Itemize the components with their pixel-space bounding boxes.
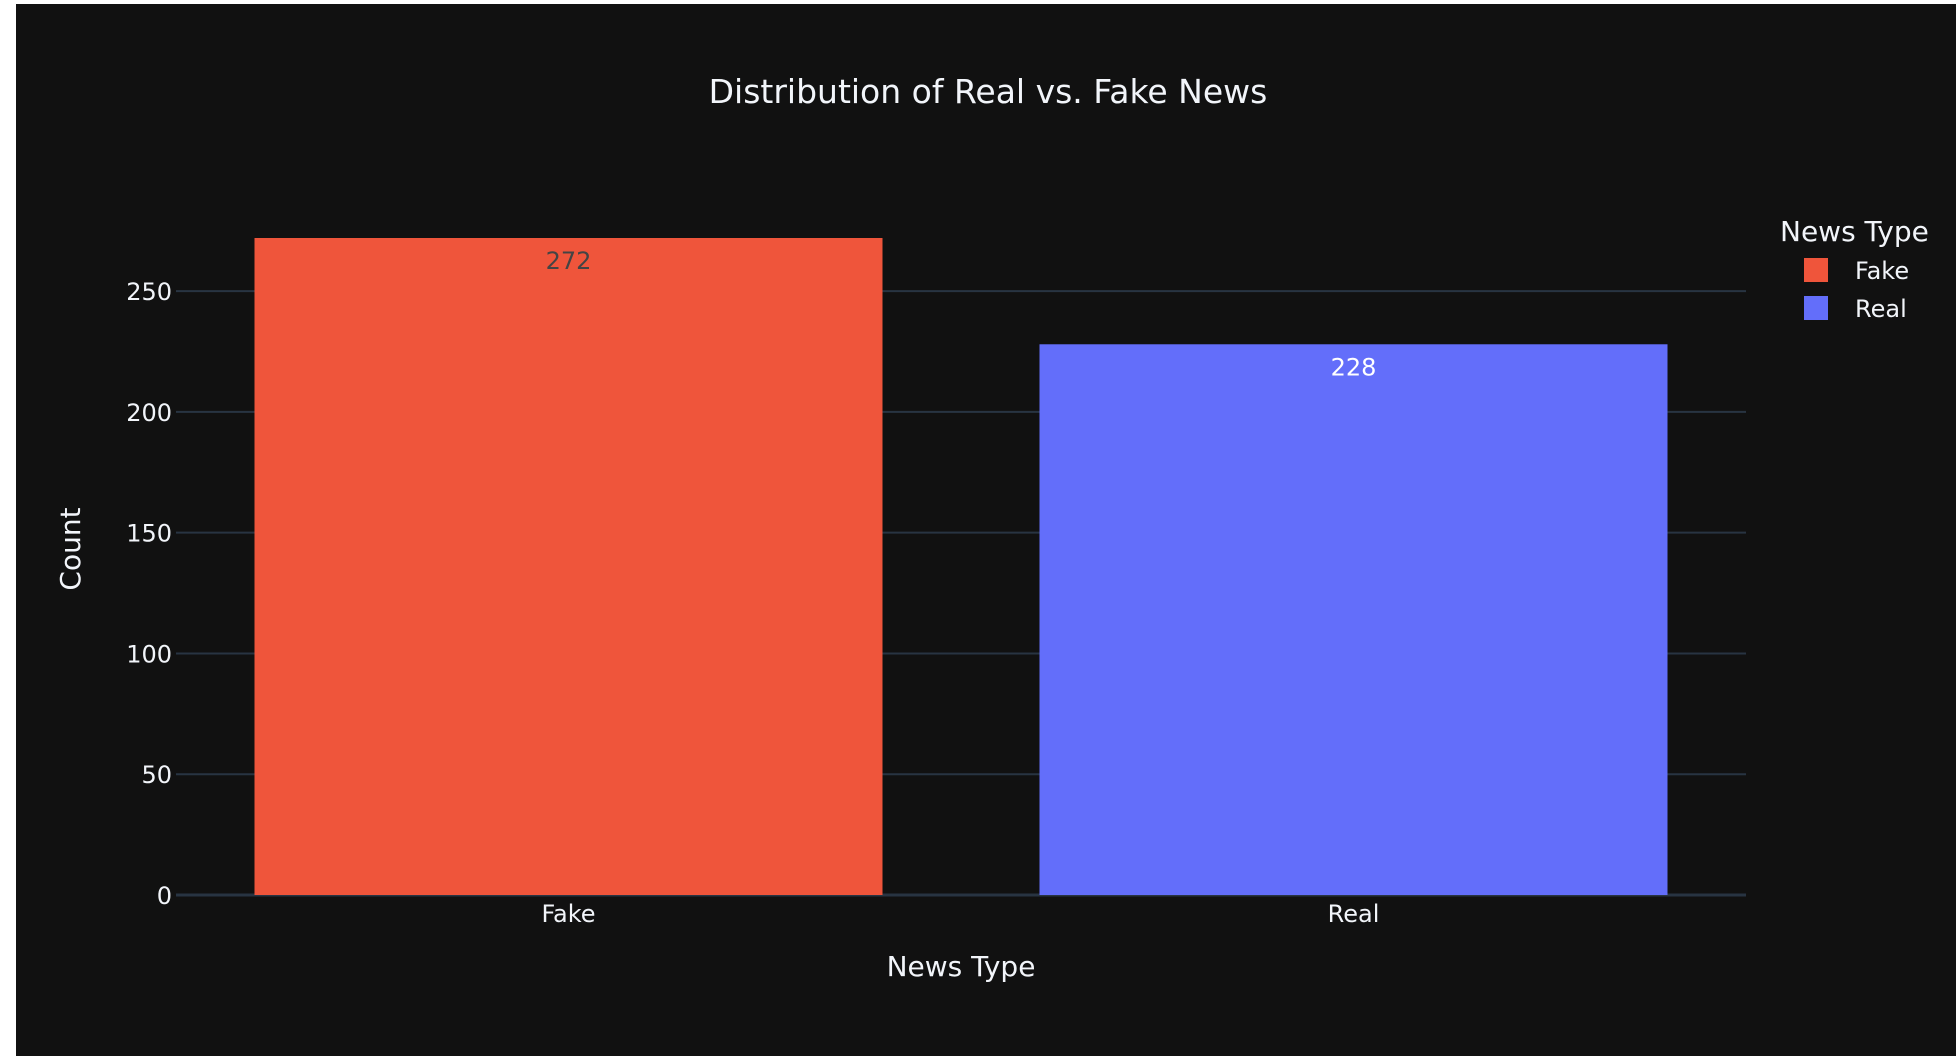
legend-item-fake[interactable]: Fake [1804,257,1909,285]
y-tick-label: 50 [141,761,172,789]
bars [254,238,1668,895]
x-axis-ticks: Fake Real [541,900,1379,928]
legend-title: News Type [1780,215,1929,248]
legend-item-real[interactable]: Real [1804,295,1907,323]
x-tick-label: Real [1328,900,1380,928]
legend-label-real: Real [1855,295,1907,323]
legend: News Type Fake Real [1780,215,1929,323]
x-tick-label: Fake [541,900,595,928]
legend-label-fake: Fake [1855,257,1909,285]
y-tick-label: 100 [126,640,172,668]
bar-fake[interactable] [254,238,883,895]
bar-real[interactable] [1039,344,1668,895]
y-tick-label: 250 [126,278,172,306]
chart-title: Distribution of Real vs. Fake News [709,72,1268,111]
y-axis-title: Count [54,507,87,590]
legend-items: Fake Real [1804,257,1909,323]
bar-value-labels: 272 228 [546,247,1377,381]
y-tick-label: 150 [126,520,172,548]
bar-label-fake: 272 [546,247,592,275]
x-axis-title: News Type [887,950,1036,983]
y-axis-ticks: 0 50 100 150 200 250 [126,278,172,910]
bar-label-real: 228 [1331,353,1377,381]
y-tick-label: 0 [157,882,172,910]
legend-swatch-fake [1804,258,1828,282]
legend-swatch-real [1804,296,1828,320]
y-tick-label: 200 [126,399,172,427]
